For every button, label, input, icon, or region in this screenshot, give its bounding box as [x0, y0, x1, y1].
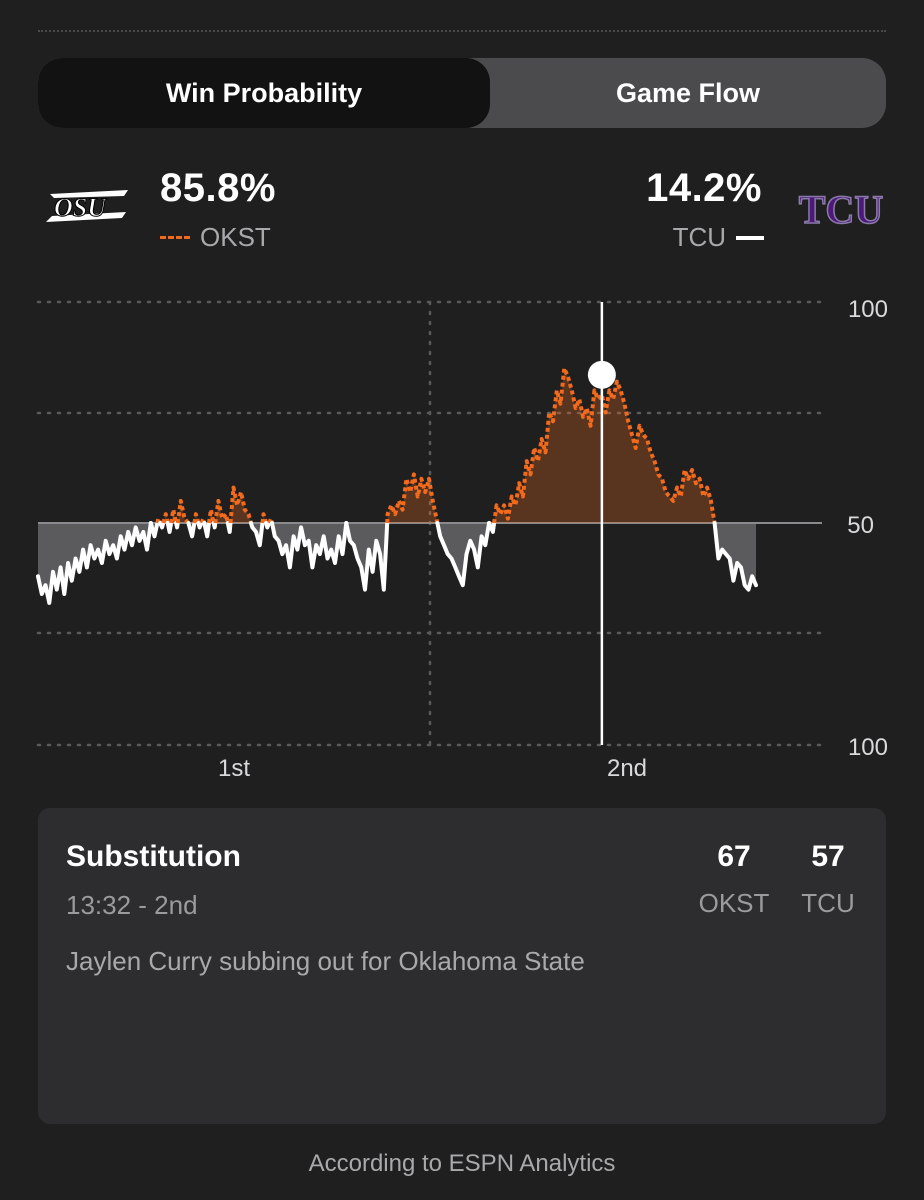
y-label-bottom: 100 — [848, 734, 888, 761]
okst-logo-icon: OSU — [44, 188, 132, 231]
tcu-line-segment — [270, 521, 349, 570]
win-probability-chart[interactable]: 100 50 100 1st 2nd — [0, 290, 924, 790]
tcu-line-segment — [165, 521, 174, 534]
okst-line-segment — [161, 512, 170, 524]
tcu-line-segment — [202, 521, 211, 539]
okst-area-segment — [230, 487, 251, 523]
okst-line-segment — [169, 507, 179, 524]
view-toggle[interactable]: Win Probability Game Flow — [38, 58, 886, 128]
play-time: 13:32 - 2nd — [66, 890, 198, 920]
okst-legend: OKST — [160, 222, 271, 253]
okst-win-pct: 85.8% — [160, 166, 276, 210]
tcu-line-segment — [196, 521, 204, 530]
play-title: Substitution — [66, 840, 241, 873]
top-divider — [38, 30, 886, 32]
tcu-area-segment — [714, 523, 756, 590]
chart-fill-areas — [38, 368, 756, 603]
tcu-legend-line — [736, 235, 764, 240]
footer-attribution: According to ESPN Analytics — [308, 1150, 616, 1177]
tcu-line-segment — [344, 521, 390, 592]
play-description: Jaylen Curry subbing out for Oklahoma St… — [66, 946, 585, 976]
okst-line-segment — [492, 366, 717, 524]
scrubber-handle[interactable] — [587, 360, 616, 389]
tab-win-probability[interactable]: Win Probability — [38, 58, 490, 128]
play-detail-card: Substitution 13:32 - 2nd Jaylen Curry su… — [38, 808, 886, 1124]
tcu-line-segment — [148, 521, 160, 539]
tcu-line-segment — [186, 521, 197, 539]
okst-line-segment — [207, 507, 216, 524]
tcu-line-segment — [225, 521, 233, 534]
okst-line-segment — [260, 512, 269, 524]
tcu-score-abbr: TCU — [801, 888, 855, 918]
tcu-score-col: 57 TCU — [796, 840, 860, 919]
okst-legend-label: OKST — [200, 222, 271, 252]
svg-text:OSU: OSU — [54, 193, 107, 222]
okst-area-segment — [494, 368, 715, 523]
tab-game-flow[interactable]: Game Flow — [615, 77, 761, 108]
tcu-line-segment — [158, 521, 166, 530]
chart-lines — [36, 366, 758, 605]
tcu-area-segment — [437, 523, 490, 586]
okst-score-abbr: OKST — [698, 888, 770, 918]
tcu-logo-icon: TCU — [796, 186, 886, 235]
okst-area-segment — [387, 474, 438, 523]
svg-text:TCU: TCU — [799, 187, 883, 230]
okst-line-segment — [175, 498, 190, 525]
okst-line-segment — [192, 512, 201, 524]
tcu-line-segment — [36, 521, 153, 605]
okst-legend-line — [160, 236, 190, 239]
x-label-2nd: 2nd — [607, 755, 647, 782]
tcu-line-segment — [249, 521, 265, 548]
tcu-area-segment — [38, 523, 151, 603]
tcu-legend-label: TCU — [672, 222, 726, 252]
okst-score-col: 67 OKST — [694, 840, 774, 919]
okst-score: 67 — [717, 840, 751, 873]
tcu-line-segment — [712, 521, 758, 592]
x-label-1st: 1st — [218, 755, 250, 782]
tcu-line-segment — [435, 521, 492, 588]
okst-line-segment — [228, 485, 253, 524]
tcu-line-segment — [211, 521, 218, 530]
tcu-line-segment — [487, 521, 497, 534]
tcu-score: 57 — [811, 840, 845, 873]
tcu-win-pct: 14.2% — [646, 166, 762, 210]
tcu-line-segment — [264, 521, 272, 530]
okst-line-segment — [385, 472, 440, 524]
okst-line-segment — [213, 498, 230, 524]
tcu-legend: TCU — [673, 222, 764, 253]
y-label-mid: 50 — [847, 512, 874, 539]
y-label-top: 100 — [848, 296, 888, 323]
tcu-line-segment — [174, 521, 180, 530]
